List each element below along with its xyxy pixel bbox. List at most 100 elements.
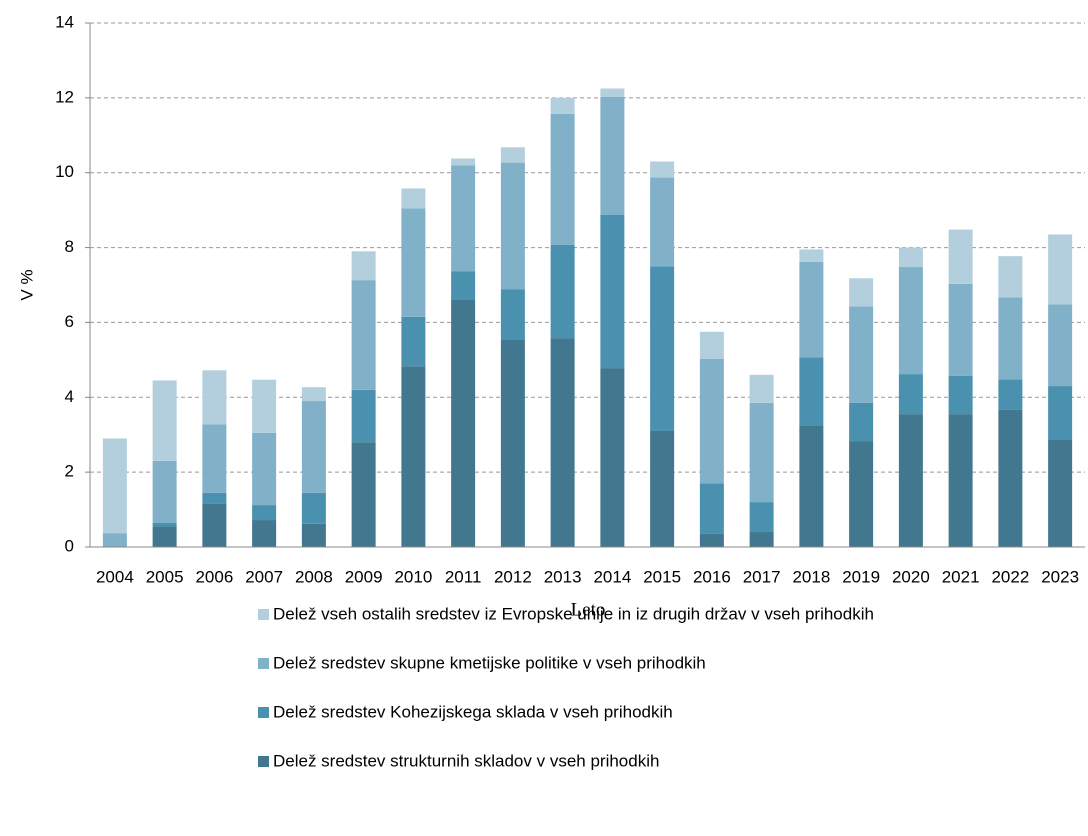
bar-segment <box>351 442 376 547</box>
bar-segment <box>550 97 575 114</box>
bar-segment <box>799 425 824 547</box>
bar-segment <box>550 244 575 339</box>
legend-swatch <box>258 609 269 620</box>
bar-segment <box>351 280 376 390</box>
x-tick-label: 2019 <box>842 567 880 586</box>
bar-segment <box>749 374 774 403</box>
x-tick-label: 2018 <box>792 567 830 586</box>
bar-segment <box>401 208 426 317</box>
bar-segment <box>948 229 973 284</box>
x-tick-label: 2006 <box>195 567 233 586</box>
bar-segment <box>500 147 525 163</box>
bar-segment <box>898 247 923 268</box>
bar-segment <box>550 338 575 547</box>
x-tick-label: 2022 <box>991 567 1029 586</box>
y-tick-label: 10 <box>55 162 74 181</box>
bar-segment <box>699 483 724 534</box>
bar-segment <box>401 316 426 367</box>
x-tick-label: 2007 <box>245 567 283 586</box>
bar-segment <box>699 358 724 484</box>
x-axis-label: Leto <box>571 599 606 620</box>
bar-segment <box>799 357 824 426</box>
x-tick-label: 2017 <box>743 567 781 586</box>
bar-segment <box>202 492 227 504</box>
bar-segment <box>849 278 874 307</box>
bar-segment <box>252 505 277 521</box>
bar-segment <box>451 158 476 166</box>
y-tick-label: 0 <box>65 536 74 555</box>
x-tick-label: 2011 <box>445 567 482 586</box>
y-tick-label: 8 <box>65 237 74 256</box>
bar-segment <box>998 379 1023 410</box>
bar-segment <box>152 460 177 523</box>
y-tick-label: 12 <box>55 87 74 106</box>
bar-segment <box>301 387 326 402</box>
bar-segment <box>202 424 227 493</box>
bar-segment <box>749 502 774 533</box>
bar-segment <box>849 306 874 403</box>
legend-swatch <box>258 658 269 669</box>
y-tick-label: 6 <box>65 312 74 331</box>
bar-segment <box>152 522 177 527</box>
bar-segment <box>301 401 326 493</box>
bar-segment <box>849 402 874 442</box>
bar-segment <box>650 266 675 431</box>
legend-label: Delež sredstev skupne kmetijske politike… <box>273 653 706 672</box>
bar-segment <box>252 432 277 506</box>
x-tick-label: 2016 <box>693 567 731 586</box>
bar-segment <box>998 297 1023 380</box>
bar-segment <box>102 533 127 547</box>
bar-segment <box>550 113 575 245</box>
x-tick-label: 2014 <box>593 567 631 586</box>
bar-segment <box>699 331 724 359</box>
bar-segment <box>500 340 525 547</box>
x-tick-label: 2010 <box>394 567 432 586</box>
bar-segment <box>1048 304 1073 387</box>
bar-segment <box>301 523 326 547</box>
x-tick-label: 2009 <box>345 567 383 586</box>
bar-segment <box>998 256 1023 298</box>
bar-segment <box>252 520 277 547</box>
legend-swatch <box>258 707 269 718</box>
x-tick-label: 2023 <box>1041 567 1079 586</box>
bar-segment <box>252 379 277 433</box>
y-tick-label: 2 <box>65 462 74 481</box>
bar-segment <box>152 526 177 547</box>
bar-segment <box>451 271 476 300</box>
bar-segment <box>948 375 973 415</box>
bar-segment <box>600 214 625 369</box>
bar-segment <box>799 249 824 262</box>
x-tick-label: 2005 <box>146 567 184 586</box>
bar-segment <box>500 162 525 290</box>
bar-segment <box>650 161 675 178</box>
bar-segment <box>202 503 227 547</box>
bar-segment <box>650 177 675 267</box>
x-tick-label: 2012 <box>494 567 532 586</box>
bar-segment <box>849 441 874 547</box>
bar-segment <box>699 533 724 547</box>
bar-segment <box>1048 386 1073 440</box>
bar-segment <box>650 430 675 547</box>
bar-segment <box>102 438 127 534</box>
bar-segment <box>500 289 525 341</box>
bar-segment <box>948 283 973 376</box>
bar-segment <box>351 389 376 443</box>
bar-segment <box>998 409 1023 547</box>
bar-segment <box>749 532 774 547</box>
bar-segment <box>451 165 476 272</box>
legend-label: Delež sredstev Kohezijskega sklada v vse… <box>273 702 673 721</box>
bar-segment <box>301 492 326 524</box>
bar-segment <box>749 402 774 503</box>
x-tick-label: 2004 <box>96 567 134 586</box>
bar-segment <box>898 374 923 415</box>
bar-segment <box>152 380 177 461</box>
x-tick-label: 2021 <box>942 567 980 586</box>
bar-segment <box>898 414 923 547</box>
bar-segment <box>451 299 476 547</box>
bar-segment <box>1048 439 1073 547</box>
y-axis-label: V % <box>17 269 36 300</box>
legend-label: Delež vseh ostalih sredstev iz Evropske … <box>273 604 874 623</box>
bar-segment <box>948 414 973 547</box>
x-tick-label: 2008 <box>295 567 333 586</box>
